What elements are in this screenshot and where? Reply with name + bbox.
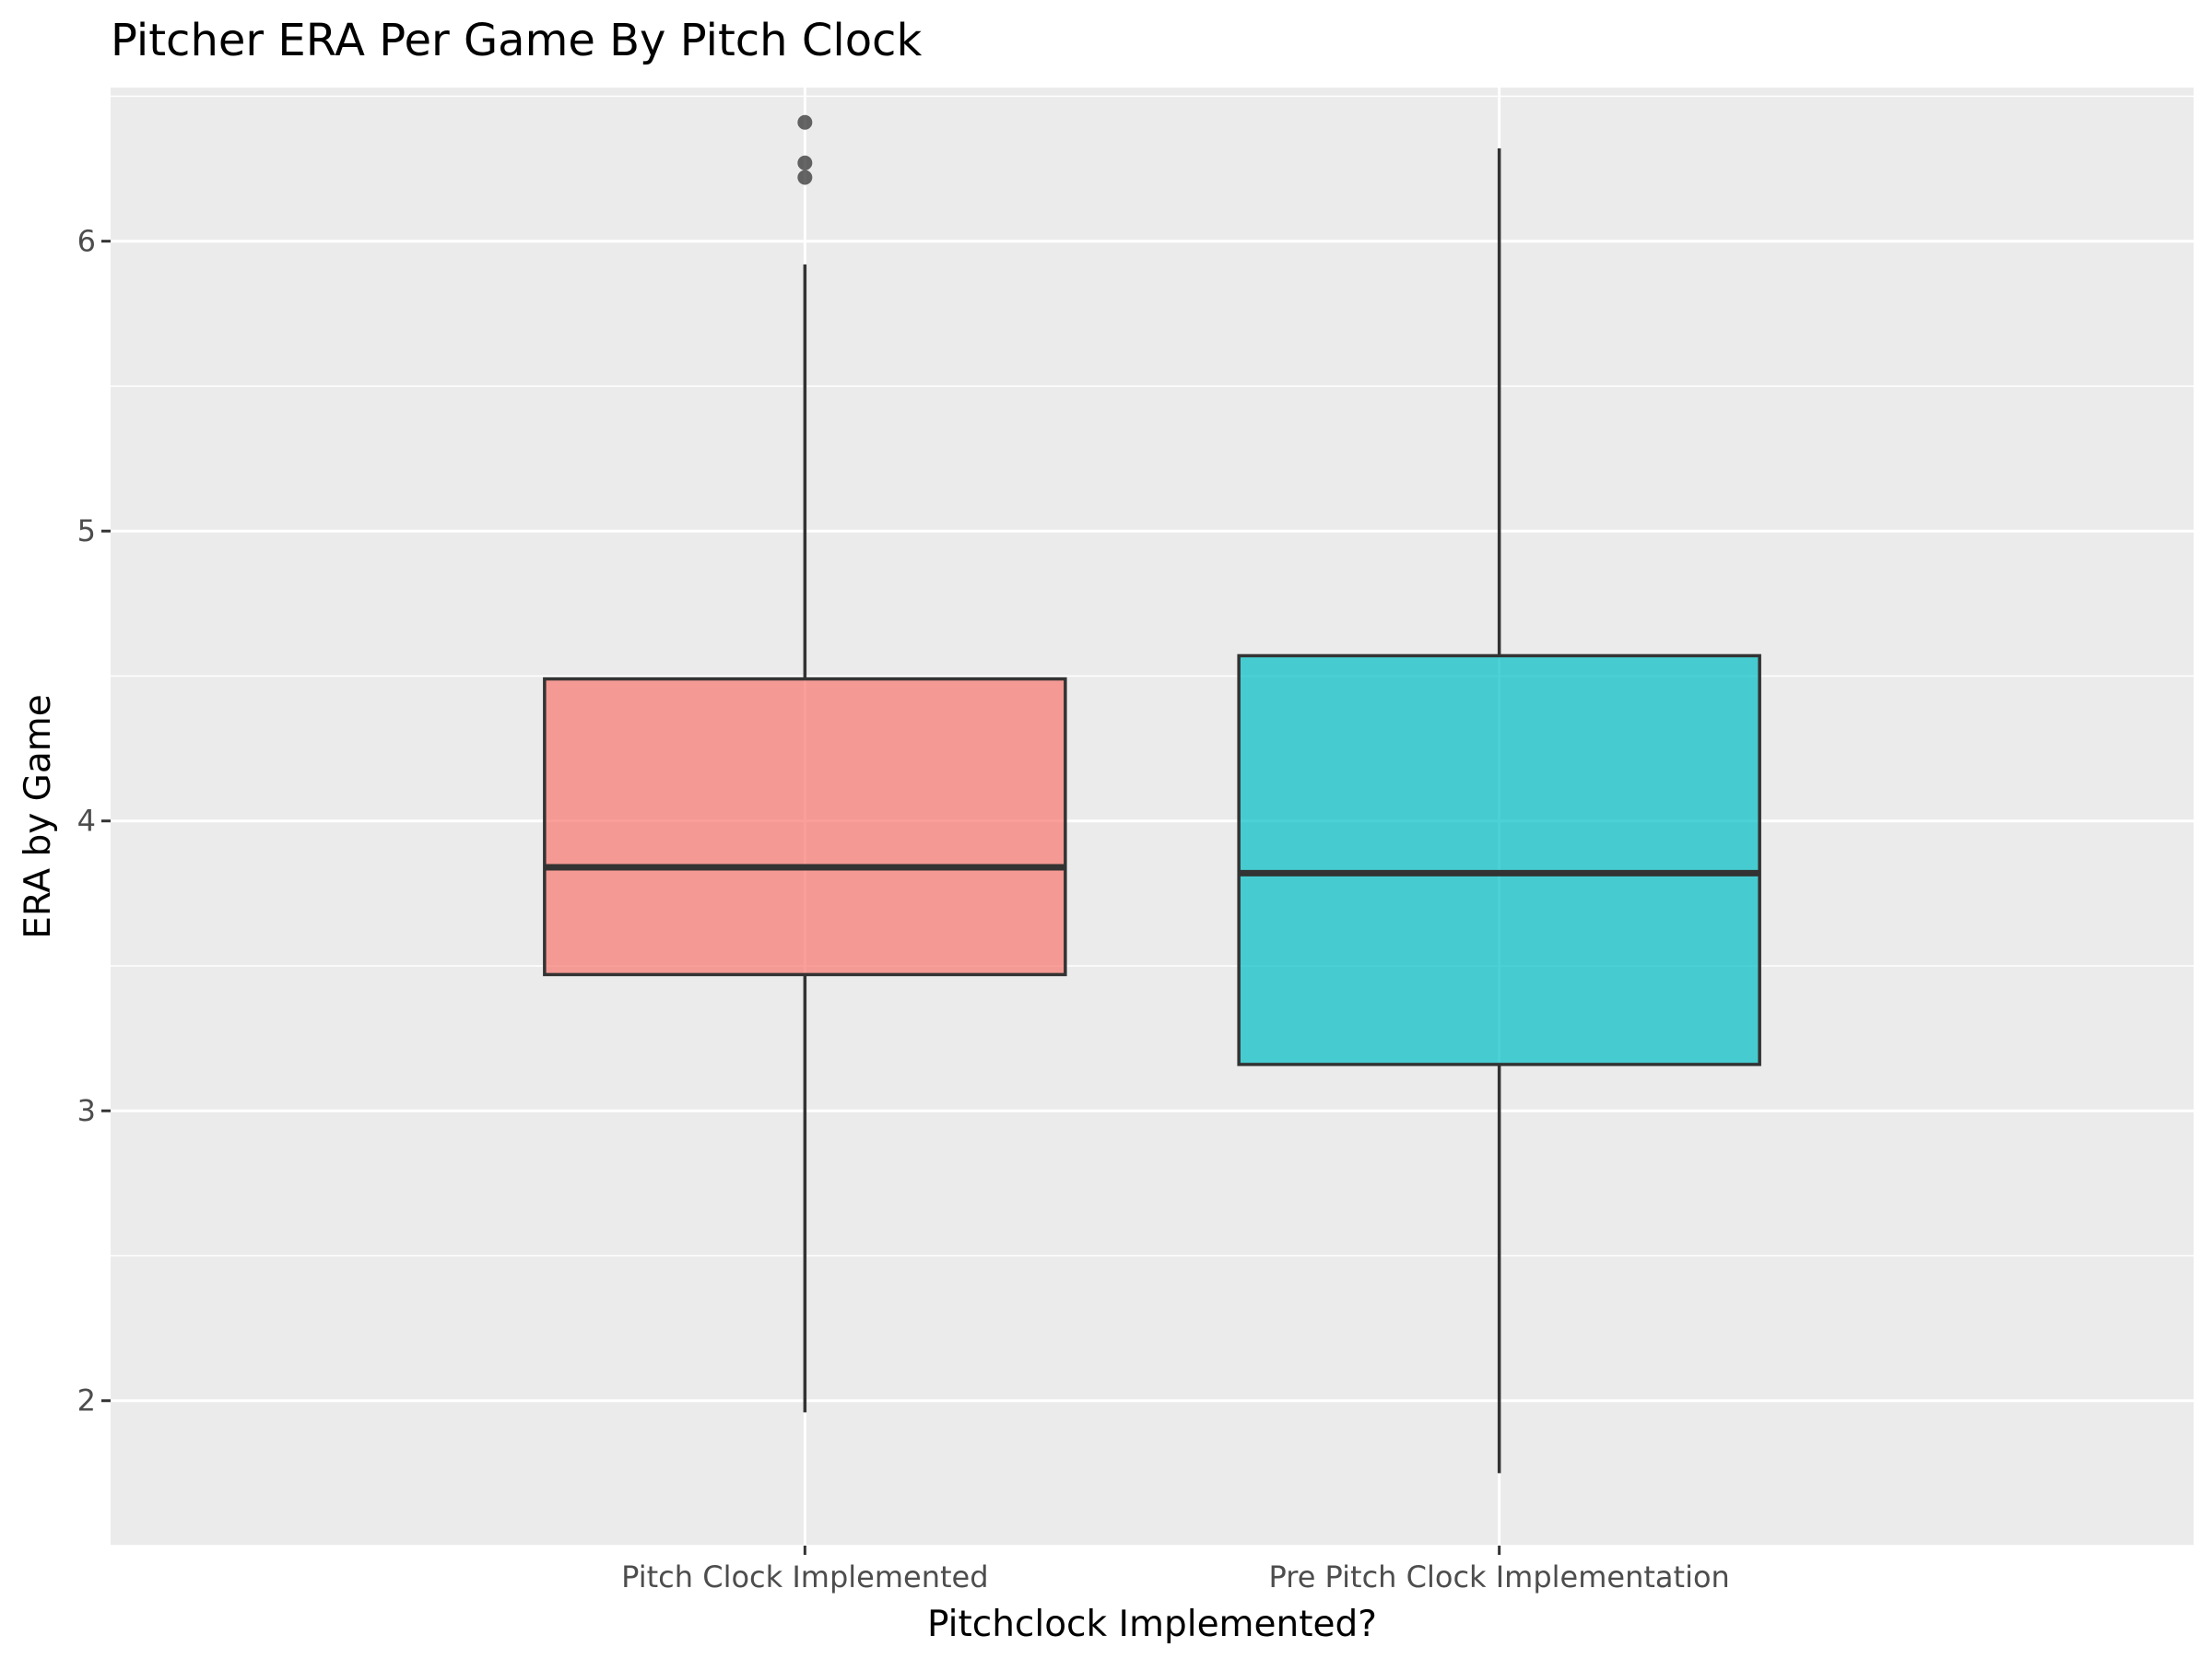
box-iqr xyxy=(543,677,1067,977)
box-iqr xyxy=(1237,653,1761,1066)
y-tick-label: 6 xyxy=(77,224,96,259)
y-tick-label: 4 xyxy=(77,804,96,839)
x-axis-title: Pitchclock Implemented? xyxy=(927,1604,1377,1645)
boxplot-2 xyxy=(1237,148,1761,1474)
x-tick-label: Pre Pitch Clock Implementation xyxy=(1269,1559,1730,1594)
chart-title: Pitcher ERA Per Game By Pitch Clock xyxy=(111,15,922,66)
boxplots xyxy=(543,114,1761,1474)
boxplot-1 xyxy=(543,114,1067,1413)
x-tick-label: Pitch Clock Implemented xyxy=(621,1559,988,1594)
y-tick-label: 3 xyxy=(77,1093,96,1128)
outlier-point xyxy=(797,155,813,171)
plot-panel xyxy=(111,88,2194,1546)
outlier-point xyxy=(797,114,813,130)
y-axis-title: ERA by Game xyxy=(18,694,59,939)
axes: 2 3 4 5 6 Pitch Clock Implemented Pre Pitch Cl… xyxy=(77,224,1730,1594)
y-tick-label: 5 xyxy=(77,513,96,548)
outlier-point xyxy=(797,170,813,185)
y-tick-label: 2 xyxy=(77,1383,96,1418)
